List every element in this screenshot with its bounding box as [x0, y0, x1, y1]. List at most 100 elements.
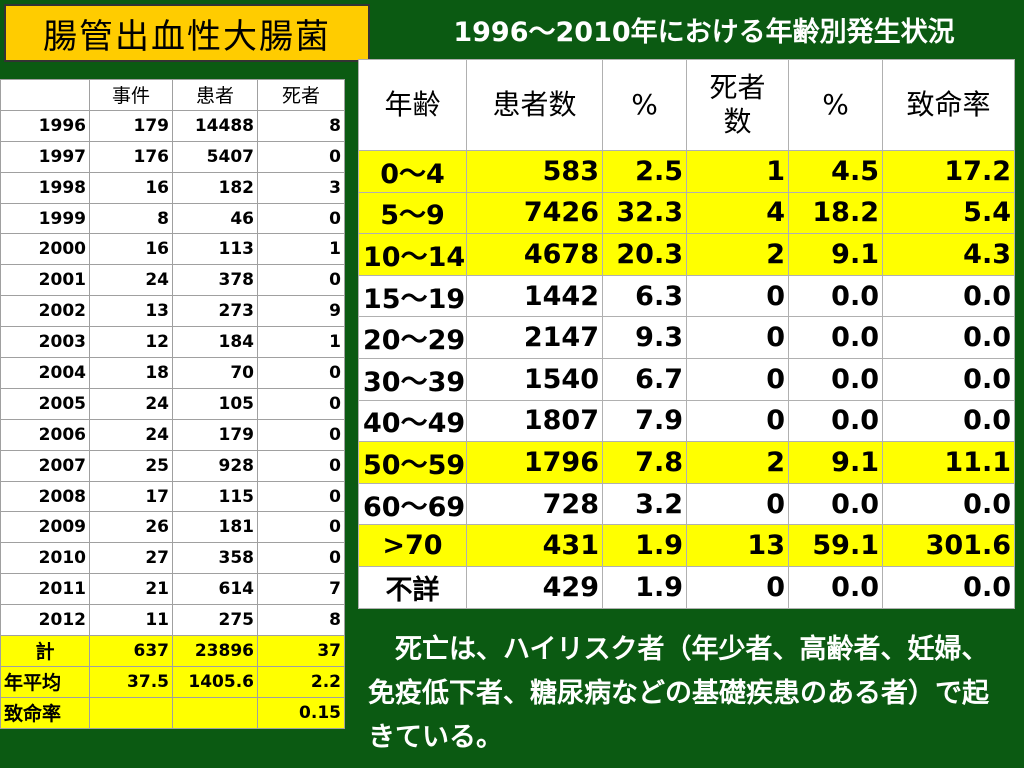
yearly-table-row: 2008 17 115 0 — [0, 480, 345, 513]
age-table-cell: 6.3 — [602, 274, 687, 318]
age-table-row: 10～14 4678 20.3 2 9.1 4.3 — [358, 233, 1015, 276]
age-table-cell: 18.2 — [788, 191, 883, 235]
age-table-cell: 1.9 — [602, 565, 687, 609]
age-table-cell: 429 — [466, 565, 603, 609]
age-table-cell: 0.0 — [788, 274, 883, 318]
yearly-table-cell: 113 — [172, 233, 258, 266]
yearly-table-cell: 2002 — [0, 295, 90, 328]
age-table-cell: 2 — [686, 441, 789, 484]
age-table-cell: 7.8 — [602, 441, 687, 484]
age-table-cell: 1540 — [466, 357, 603, 401]
yearly-table-cell: 179 — [172, 418, 258, 451]
yearly-table-cell: 1 — [257, 326, 345, 359]
yearly-table-cell: 致命率 — [0, 696, 90, 729]
age-table-cell: 0.0 — [882, 316, 1015, 359]
yearly-table-row: 1997 176 5407 0 — [0, 140, 345, 173]
yearly-table-cell: 8 — [257, 109, 345, 142]
age-table-cell: 40～49 — [358, 399, 467, 443]
yearly-table-cell: 181 — [172, 511, 258, 544]
yearly-table-cell: 0 — [257, 357, 345, 389]
yearly-table-cell: 24 — [89, 387, 173, 420]
yearly-table-cell: 1 — [257, 233, 345, 266]
yearly-table-cell — [172, 696, 258, 729]
yearly-table-cell: 5407 — [172, 140, 258, 173]
yearly-table-cell: 614 — [172, 573, 258, 606]
yearly-table-cell: 0 — [257, 449, 345, 482]
age-table-cell: 60～69 — [358, 482, 467, 526]
yearly-table-cell: 0 — [257, 202, 345, 235]
yearly-table-cell: 179 — [89, 109, 173, 142]
age-table-cell: 2 — [686, 233, 789, 276]
yearly-table-row: 1996 179 14488 8 — [0, 109, 345, 142]
yearly-table-cell: 115 — [172, 480, 258, 513]
yearly-table-cell: 105 — [172, 387, 258, 420]
age-table-cell: 0 — [686, 316, 789, 359]
age-table-cell: 4678 — [466, 233, 603, 276]
age-table-cell: 431 — [466, 524, 603, 567]
yearly-table-row: 2004 18 70 0 — [0, 357, 345, 389]
age-table-row: 15～19 1442 6.3 0 0.0 0.0 — [358, 274, 1015, 318]
yearly-table-cell: 273 — [172, 295, 258, 328]
yearly-table-row: 2007 25 928 0 — [0, 449, 345, 482]
age-table-cell: 4.5 — [788, 150, 883, 193]
yearly-table-cell: 7 — [257, 573, 345, 606]
yearly-table-cell: 1998 — [0, 171, 90, 204]
age-table-cell: 7426 — [466, 191, 603, 235]
yearly-table-cell: 637 — [89, 635, 173, 667]
age-table-cell: 728 — [466, 482, 603, 526]
age-table-cell: 5～9 — [358, 191, 467, 235]
age-table-cell: 583 — [466, 150, 603, 193]
age-table-cell: 2147 — [466, 316, 603, 359]
age-table-cell: 0.0 — [788, 399, 883, 443]
age-table-cell: 0 — [686, 357, 789, 401]
note-text: 死亡は、ハイリスク者（年少者、高齢者、妊婦、免疫低下者、糖尿病などの基礎疾患のあ… — [368, 634, 989, 753]
yearly-table-cell: 176 — [89, 140, 173, 173]
yearly-table-cell: 358 — [172, 542, 258, 575]
age-table-cell: 0.0 — [788, 565, 883, 609]
age-table-cell: 10～14 — [358, 233, 467, 276]
yearly-table-cell: 2009 — [0, 511, 90, 544]
yearly-table-cell: 2001 — [0, 264, 90, 297]
yearly-table-row: 1998 16 182 3 — [0, 171, 345, 204]
yearly-table-row: 2006 24 179 0 — [0, 418, 345, 451]
yearly-table-cell: 0 — [257, 418, 345, 451]
age-table-header-cell: % — [602, 59, 687, 151]
age-table-row: 不詳 429 1.9 0 0.0 0.0 — [358, 565, 1015, 609]
age-table-cell: 1.9 — [602, 524, 687, 567]
yearly-table-cell: 患者 — [172, 79, 258, 111]
yearly-table-cell: 25 — [89, 449, 173, 482]
age-table: 年齢 患者数% 死者数% 致命率 0～4 583 2.5 1 4.5 17.2 5～9 7426 32.… — [358, 59, 1015, 609]
age-table-cell: 0 — [686, 399, 789, 443]
age-table-header-cell: 死者数 — [686, 59, 789, 151]
age-table-cell: 13 — [686, 524, 789, 567]
yearly-table-cell: 928 — [172, 449, 258, 482]
age-table-header: 年齢 患者数% 死者数% 致命率 — [358, 59, 1015, 151]
yearly-table-cell: 2003 — [0, 326, 90, 359]
yearly-table-cell: 23896 — [172, 635, 258, 667]
age-table-cell: 20～29 — [358, 316, 467, 359]
age-table-cell: 1 — [686, 150, 789, 193]
yearly-table-cell: 70 — [172, 357, 258, 389]
yearly-table-cell: 26 — [89, 511, 173, 544]
yearly-table-cell: 0 — [257, 264, 345, 297]
yearly-table-cell: 2.2 — [257, 665, 345, 698]
yearly-table-cell — [89, 696, 173, 729]
age-table-cell: 0 — [686, 274, 789, 318]
yearly-table-cell: 2011 — [0, 573, 90, 606]
yearly-table-cell: 0 — [257, 140, 345, 173]
age-table-cell: 1442 — [466, 274, 603, 318]
yearly-table-row: 2001 24 378 0 — [0, 264, 345, 297]
yearly-table-cell: 37.5 — [89, 665, 173, 698]
yearly-table-cell: 0 — [257, 387, 345, 420]
age-table-cell: 50～59 — [358, 441, 467, 484]
age-table-cell: 5.4 — [882, 191, 1015, 235]
yearly-table-cell: 2008 — [0, 480, 90, 513]
age-table-cell: 9.3 — [602, 316, 687, 359]
yearly-table-cell: 2012 — [0, 604, 90, 637]
age-table-row: 30～39 1540 6.7 0 0.0 0.0 — [358, 357, 1015, 401]
yearly-table-cell: 2004 — [0, 357, 90, 389]
age-table-row: >70 431 1.9 13 59.1 301.6 — [358, 524, 1015, 567]
yearly-table-cell: 年平均 — [0, 665, 90, 698]
age-table-row: 0～4 583 2.5 1 4.5 17.2 — [358, 150, 1015, 193]
age-table-cell: 20.3 — [602, 233, 687, 276]
